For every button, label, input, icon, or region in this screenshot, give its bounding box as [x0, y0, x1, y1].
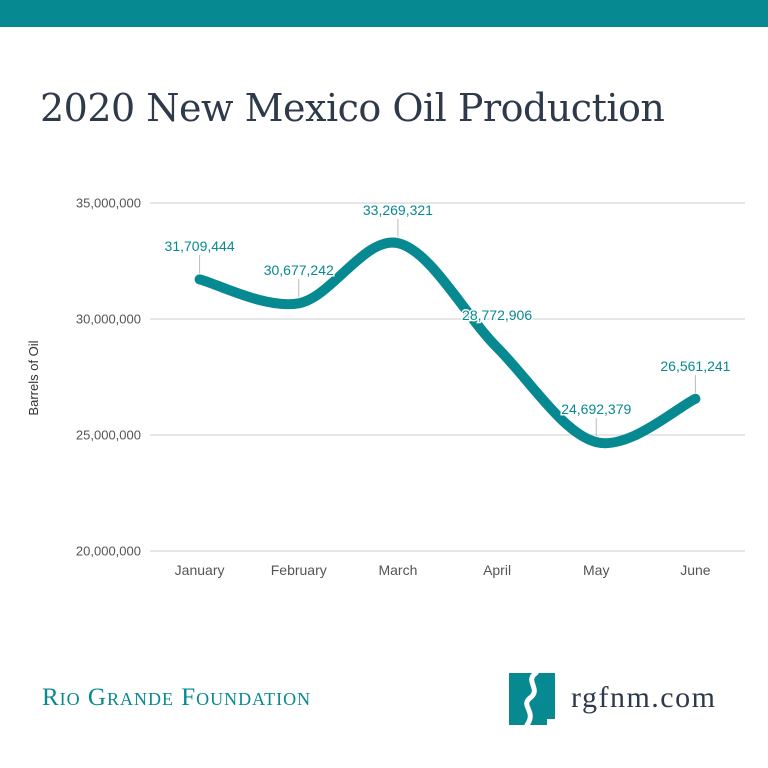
data-label: 31,709,444 — [165, 238, 235, 254]
x-tick-label: March — [378, 562, 417, 578]
y-axis-label: Barrels of Oil — [26, 340, 41, 415]
series-line — [194, 237, 701, 449]
x-tick-label: April — [483, 562, 511, 578]
x-tick-label: February — [271, 562, 327, 578]
top-banner — [0, 0, 768, 27]
data-label: 30,677,242 — [264, 262, 334, 278]
data-label: 26,561,241 — [660, 358, 730, 374]
chart-title: 2020 New Mexico Oil Production — [40, 86, 665, 130]
data-label: 33,269,321 — [363, 202, 433, 218]
new-mexico-river-logo-icon — [509, 670, 555, 728]
y-tick-label: 30,000,000 — [76, 312, 141, 327]
y-tick-label: 20,000,000 — [76, 544, 141, 559]
organization-name: Rio Grande Foundation — [42, 684, 312, 711]
x-tick-label: June — [680, 562, 711, 578]
data-label: 24,692,379 — [561, 401, 631, 417]
website-link[interactable]: rgfnm.com — [571, 681, 717, 714]
y-tick-label: 35,000,000 — [76, 196, 141, 211]
x-tick-label: May — [583, 562, 609, 578]
y-tick-label: 25,000,000 — [76, 428, 141, 443]
data-label: 28,772,906 — [462, 307, 532, 323]
x-tick-label: January — [175, 562, 225, 578]
